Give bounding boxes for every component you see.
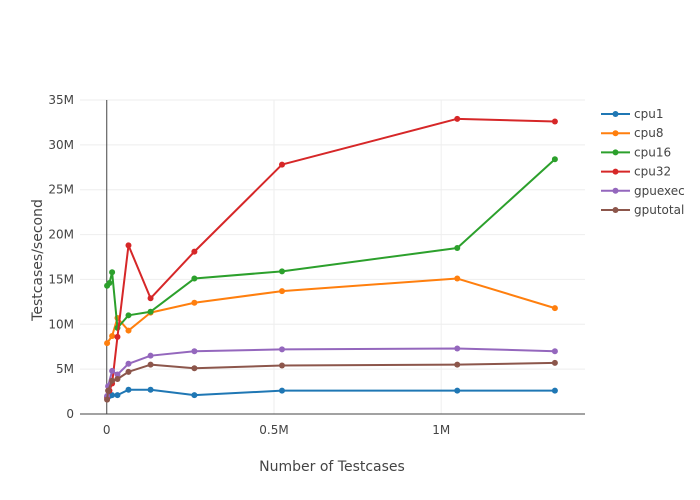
data-point-cpu32[interactable] xyxy=(191,248,198,255)
series-cpu1 xyxy=(104,386,558,400)
data-point-cpu32[interactable] xyxy=(147,295,154,302)
legend-swatch-marker xyxy=(612,207,619,213)
axes: 0 5M 10M 15M 20M 25M 30M 35M 0 0.5M 1M xyxy=(48,93,585,437)
data-point-cpu32[interactable] xyxy=(125,242,132,249)
legend-item-cpu32[interactable]: cpu32 xyxy=(601,165,671,179)
data-point-gputotal[interactable] xyxy=(279,362,285,369)
y-tick-label: 35M xyxy=(48,93,74,107)
legend-label: cpu1 xyxy=(634,107,663,121)
data-point-gputotal[interactable] xyxy=(191,365,198,372)
legend-label: gputotal xyxy=(634,203,684,217)
data-point-cpu16[interactable] xyxy=(109,269,116,276)
y-tick-label: 30M xyxy=(48,138,74,152)
data-point-cpu1[interactable] xyxy=(109,392,116,399)
data-point-cpu16[interactable] xyxy=(279,268,285,275)
plot-area xyxy=(104,115,558,403)
data-point-cpu32[interactable] xyxy=(454,115,461,122)
series-gputotal xyxy=(104,359,558,403)
data-point-gputotal[interactable] xyxy=(125,368,132,375)
x-tick-label: 1M xyxy=(432,423,450,437)
data-point-gpuexec[interactable] xyxy=(279,346,285,353)
data-point-cpu16[interactable] xyxy=(191,275,198,282)
data-point-gpuexec[interactable] xyxy=(125,360,132,367)
data-point-cpu8[interactable] xyxy=(109,332,116,339)
legend-item-gpuexec[interactable]: gpuexec xyxy=(601,184,685,198)
series-line-cpu8 xyxy=(106,277,556,344)
series-line-gputotal xyxy=(106,361,555,400)
data-point-cpu1[interactable] xyxy=(454,387,461,394)
legend-item-gputotal[interactable]: gputotal xyxy=(601,203,684,217)
data-point-cpu32[interactable] xyxy=(551,118,558,125)
data-point-cpu32[interactable] xyxy=(279,161,285,168)
legend-swatch-marker xyxy=(612,168,619,175)
legend-label: cpu8 xyxy=(634,126,663,140)
data-point-gputotal[interactable] xyxy=(147,361,154,368)
data-point-cpu16[interactable] xyxy=(125,312,132,319)
data-point-cpu1[interactable] xyxy=(114,392,121,399)
legend-item-cpu16[interactable]: cpu16 xyxy=(601,145,671,159)
y-tick-label: 10M xyxy=(48,317,74,331)
data-point-gputotal[interactable] xyxy=(114,376,121,383)
data-point-gpuexec[interactable] xyxy=(147,352,154,359)
data-point-cpu8[interactable] xyxy=(279,288,285,295)
series-line-cpu32 xyxy=(106,117,555,399)
legend-label: cpu16 xyxy=(634,145,671,159)
series-cpu8 xyxy=(104,275,558,347)
data-point-gputotal[interactable] xyxy=(109,377,116,384)
x-axis-title: Number of Testcases xyxy=(259,459,405,475)
data-point-cpu8[interactable] xyxy=(551,305,558,312)
y-axis-title: Testcases/second xyxy=(30,199,46,322)
x-tick-label: 0 xyxy=(103,423,111,437)
series-cpu32 xyxy=(104,115,558,401)
legend-swatch-marker xyxy=(612,130,619,137)
data-point-gpuexec[interactable] xyxy=(191,348,198,355)
gridlines xyxy=(80,99,585,414)
data-point-cpu1[interactable] xyxy=(147,386,154,393)
legend-swatch-marker xyxy=(612,187,619,194)
data-point-gpuexec[interactable] xyxy=(551,348,558,355)
data-point-gputotal[interactable] xyxy=(551,359,558,366)
legend: cpu1 cpu8 cpu16 cpu32 gpuexec gputotal xyxy=(601,107,685,217)
data-point-cpu1[interactable] xyxy=(551,387,558,394)
data-point-cpu8[interactable] xyxy=(454,275,461,282)
y-tick-label: 20M xyxy=(48,228,74,242)
series-line-gpuexec xyxy=(106,347,555,397)
legend-item-cpu8[interactable]: cpu8 xyxy=(601,126,663,140)
data-point-cpu16[interactable] xyxy=(147,308,154,315)
data-point-gputotal[interactable] xyxy=(104,396,111,403)
y-tick-label: 0 xyxy=(66,407,74,421)
data-point-gpuexec[interactable] xyxy=(109,367,116,374)
data-point-cpu1[interactable] xyxy=(125,386,132,393)
legend-label: gpuexec xyxy=(634,184,685,198)
data-point-cpu16[interactable] xyxy=(551,156,558,163)
data-point-gpuexec[interactable] xyxy=(114,371,121,378)
data-point-cpu16[interactable] xyxy=(454,245,461,252)
series-line-cpu16 xyxy=(106,158,556,329)
data-point-cpu8[interactable] xyxy=(125,327,132,334)
series-cpu16 xyxy=(104,156,558,331)
legend-label: cpu32 xyxy=(634,165,671,179)
data-point-gputotal[interactable] xyxy=(105,387,112,394)
data-point-cpu1[interactable] xyxy=(191,392,198,399)
x-tick-label: 0.5M xyxy=(259,423,288,437)
legend-swatch-marker xyxy=(612,111,619,117)
data-point-cpu8[interactable] xyxy=(191,299,198,306)
y-tick-label: 15M xyxy=(48,272,74,286)
y-tick-label: 25M xyxy=(48,183,74,197)
series-line-cpu1 xyxy=(106,388,555,398)
legend-item-cpu1[interactable]: cpu1 xyxy=(601,107,663,121)
data-point-cpu16[interactable] xyxy=(106,280,113,287)
y-tick-label: 5M xyxy=(56,362,74,376)
data-point-gputotal[interactable] xyxy=(454,361,461,368)
data-point-cpu8[interactable] xyxy=(104,340,111,347)
legend-swatch-marker xyxy=(612,149,619,156)
data-point-cpu1[interactable] xyxy=(279,387,285,394)
data-point-cpu32[interactable] xyxy=(114,333,121,340)
data-point-gpuexec[interactable] xyxy=(454,345,461,352)
